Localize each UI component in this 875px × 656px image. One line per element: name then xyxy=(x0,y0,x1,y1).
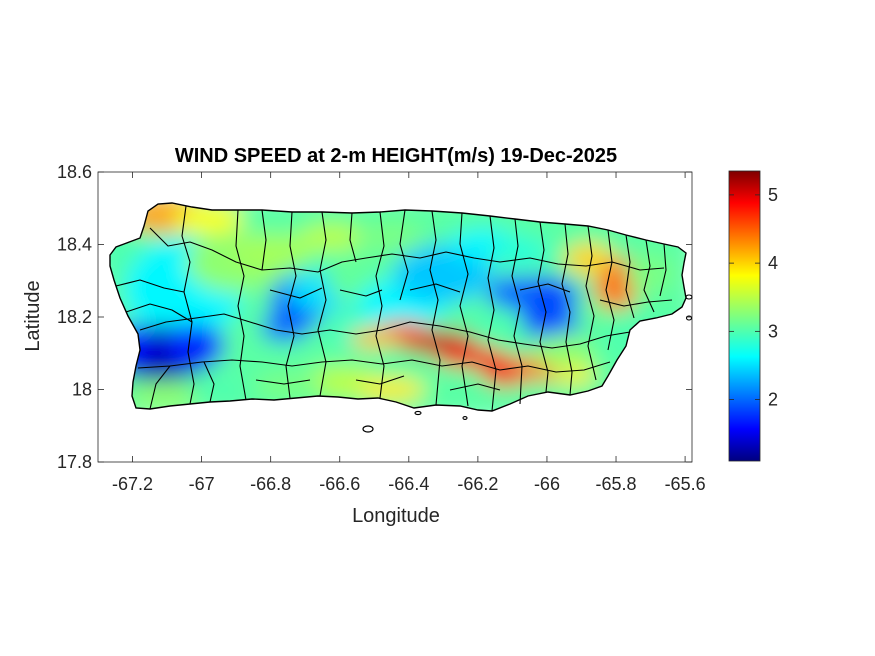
colorbar: 2 3 4 5 xyxy=(728,170,778,462)
municipality-boundary xyxy=(125,303,193,323)
colorbar-ticks: 2 3 4 5 xyxy=(729,185,778,410)
wind-speed-cell xyxy=(487,275,538,316)
municipality-boundaries xyxy=(115,205,673,412)
municipality-boundary xyxy=(429,210,441,406)
x-tick-label: -66.6 xyxy=(319,474,360,494)
x-tick-label: -66.2 xyxy=(457,474,498,494)
municipality-boundary xyxy=(339,289,383,297)
municipality-boundary xyxy=(235,209,247,401)
municipality-boundary xyxy=(349,212,357,263)
map-axes: -67.2 -67 -66.8 -66.6 -66.4 -66.2 -66 -65.8 -65.… xyxy=(57,162,706,494)
municipality-boundary xyxy=(643,239,655,313)
x-tick-label: -65.8 xyxy=(596,474,637,494)
y-tick-label: 18.2 xyxy=(57,307,92,327)
wind-speed-cell xyxy=(480,356,531,387)
municipality-boundary xyxy=(137,359,611,373)
y-tick-label: 18 xyxy=(72,380,92,400)
x-tick-label: -65.6 xyxy=(665,474,706,494)
y-tick-label: 18.4 xyxy=(57,235,92,255)
municipality-boundary xyxy=(399,209,409,301)
x-tick-label: -66.8 xyxy=(250,474,291,494)
colorbar-tick-label: 4 xyxy=(768,253,778,273)
municipality-boundary xyxy=(561,223,573,396)
colorbar-tick-label: 5 xyxy=(768,185,778,205)
island-outline xyxy=(109,202,687,412)
municipality-boundary xyxy=(511,218,523,405)
municipality-boundary xyxy=(409,283,461,293)
colorbar-gradient xyxy=(728,170,761,462)
municipality-boundary xyxy=(149,365,171,410)
chart-title: WIND SPEED at 2-m HEIGHT(m/s) 19-Dec-202… xyxy=(175,145,617,167)
wind-speed-cell xyxy=(534,337,595,370)
municipality-boundary xyxy=(285,211,297,399)
x-tick-label: -66.4 xyxy=(388,474,429,494)
municipality-boundary xyxy=(519,283,571,293)
y-tick-label: 18.6 xyxy=(57,162,92,182)
wind-speed-cell xyxy=(260,313,309,342)
offshore-islets xyxy=(362,294,693,433)
municipality-boundary xyxy=(115,279,185,293)
municipality-boundary xyxy=(181,205,195,405)
municipality-boundary xyxy=(203,361,215,403)
municipality-boundary xyxy=(537,221,549,393)
x-tick-label: -67.2 xyxy=(112,474,153,494)
islet-east xyxy=(685,294,693,300)
islet-east-2 xyxy=(685,315,693,321)
colorbar-tick-label: 3 xyxy=(768,321,778,341)
municipality-boundary xyxy=(605,229,615,351)
wind-speed-cell xyxy=(164,324,225,368)
y-tick-label: 17.8 xyxy=(57,452,92,472)
wind-speed-cell xyxy=(349,328,400,349)
islet-south-2 xyxy=(462,416,468,420)
islet-caja-de-muertos xyxy=(362,425,374,433)
municipality-boundary xyxy=(149,227,665,273)
municipality-boundary xyxy=(255,379,311,385)
municipality-boundary xyxy=(375,211,385,399)
wind-speed-cell xyxy=(625,253,676,294)
colorbar-tick-label: 2 xyxy=(768,390,778,410)
municipality-boundary xyxy=(269,287,323,299)
x-axis-label: Longitude xyxy=(352,505,440,527)
y-axis-ticks: 17.8 18 18.2 18.4 18.6 xyxy=(57,162,692,472)
wind-speed-cell xyxy=(563,243,614,275)
municipality-boundary xyxy=(355,375,405,385)
x-axis-ticks: -67.2 -67 -66.8 -66.6 -66.4 -66.2 -66 -65.8 -65.… xyxy=(112,172,706,494)
wind-speed-field xyxy=(110,203,686,411)
municipality-boundary xyxy=(317,211,327,397)
wind-speed-cell xyxy=(465,306,526,343)
islet-south xyxy=(414,410,422,416)
wind-speed-cell xyxy=(173,204,244,235)
wind-speed-cell xyxy=(188,375,249,404)
municipality-boundary xyxy=(625,234,635,319)
wind-speed-smoothed xyxy=(110,203,686,411)
municipality-boundary xyxy=(139,313,631,349)
municipality-boundary xyxy=(599,299,673,307)
municipality-boundary xyxy=(659,243,667,297)
municipality-boundary xyxy=(487,215,497,412)
y-axis-label: Latitude xyxy=(22,280,44,351)
municipality-boundary xyxy=(449,383,501,391)
municipality-boundary xyxy=(261,209,267,271)
municipality-boundary xyxy=(585,225,597,381)
municipality-boundary xyxy=(459,212,469,407)
x-tick-label: -67 xyxy=(189,474,215,494)
wind-speed-cell xyxy=(356,221,427,254)
wind-speed-cell xyxy=(252,371,323,400)
x-tick-label: -66 xyxy=(534,474,560,494)
